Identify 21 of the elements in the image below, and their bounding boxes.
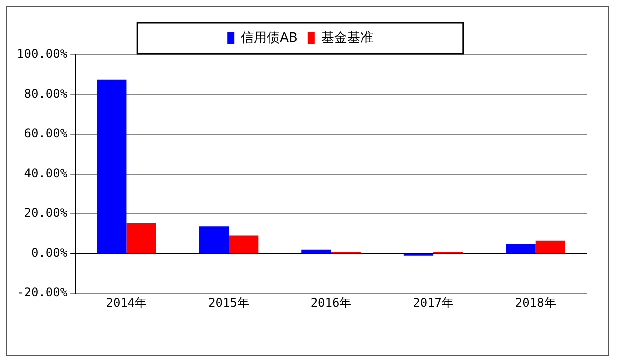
y-tick-label: -20.00% (16, 286, 68, 300)
y-tick-label: 20.00% (24, 206, 68, 220)
legend-label: 信用债AB (241, 30, 298, 46)
x-tick-label: 2016年 (310, 296, 352, 310)
y-tick-label: 0.00% (31, 246, 68, 260)
y-tick-label: 100.00% (16, 47, 68, 62)
bar (229, 236, 259, 254)
y-tick-label: 60.00% (24, 126, 68, 141)
bar (97, 80, 127, 254)
x-tick-label: 2014年 (106, 296, 148, 310)
bar (199, 226, 229, 254)
legend-label: 基金基准 (321, 30, 374, 46)
y-tick-label: 40.00% (24, 166, 68, 180)
y-tick-label: 80.00% (24, 86, 68, 101)
x-tick-label: 2017年 (413, 296, 454, 310)
bar (302, 250, 332, 254)
x-tick-label: 2018年 (515, 296, 556, 310)
bar (506, 244, 536, 254)
bar (126, 223, 156, 254)
bar (536, 240, 566, 254)
x-tick-label: 2015年 (208, 296, 250, 310)
